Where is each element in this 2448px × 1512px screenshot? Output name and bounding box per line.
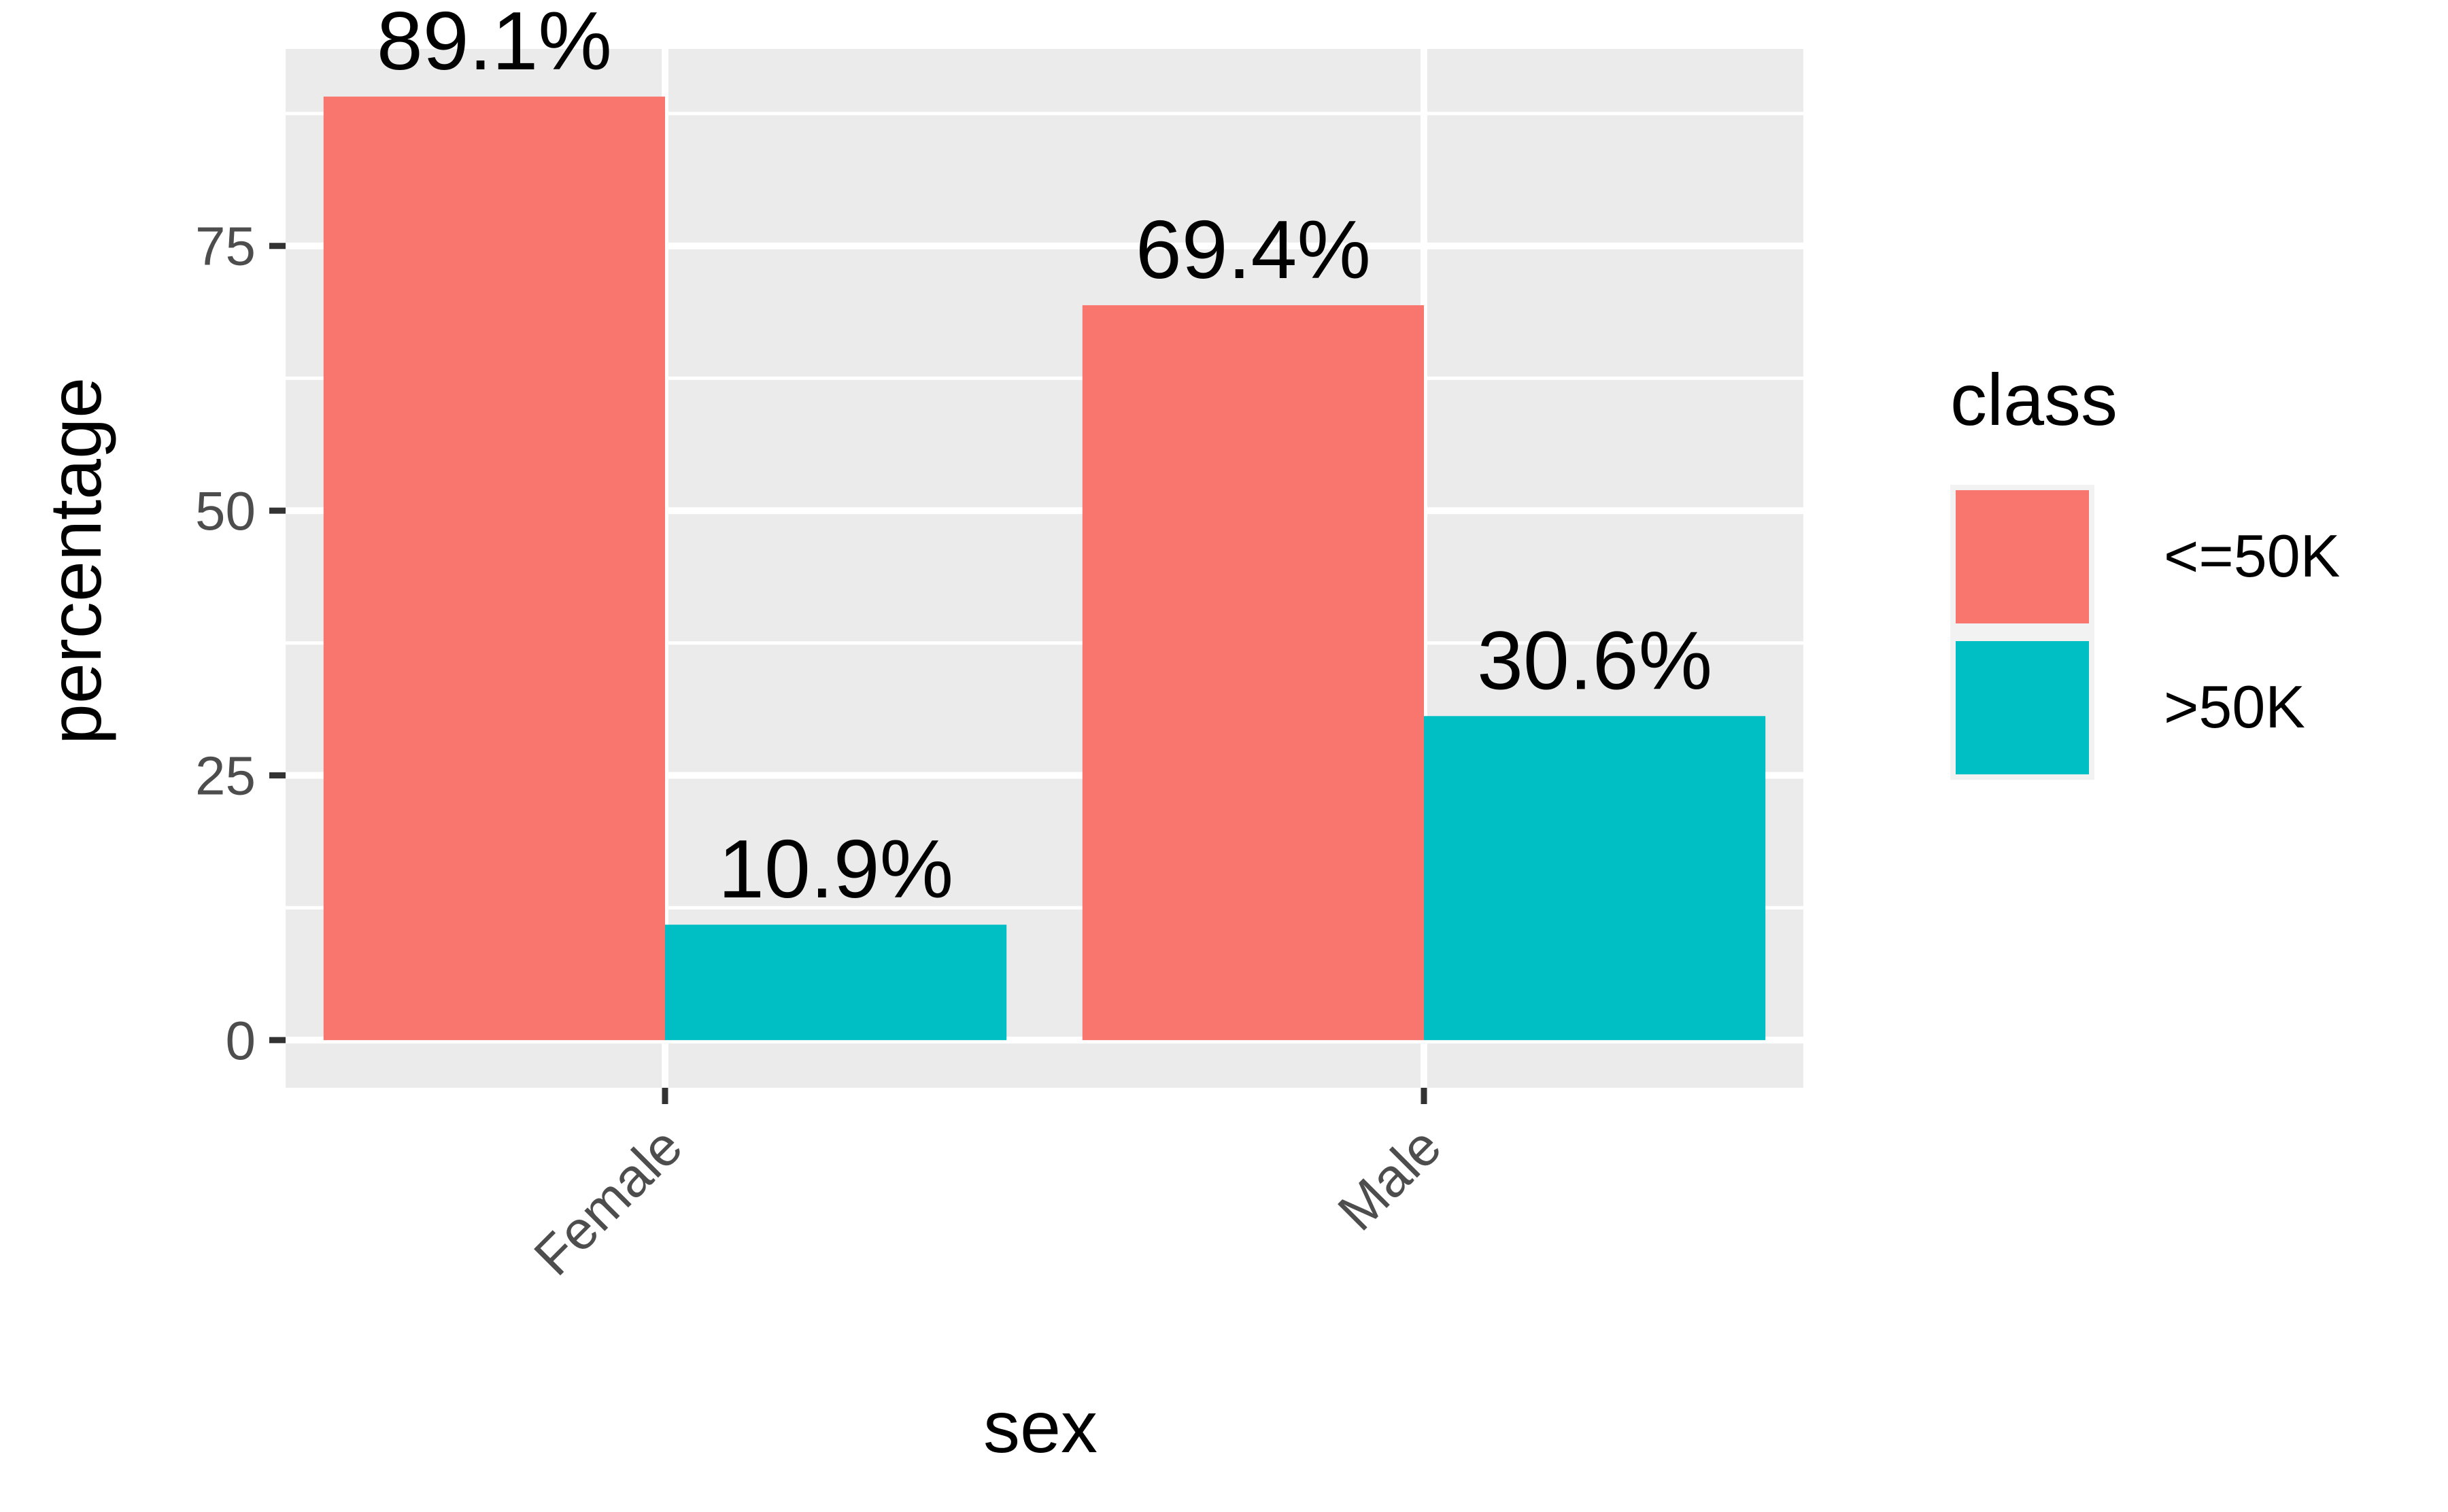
bar-female-series-2 [665, 925, 1007, 1040]
x-tick-label: Male [1326, 1116, 1452, 1242]
x-tick-label: Female [522, 1116, 694, 1287]
bar-label: 10.9% [718, 823, 953, 915]
bars [323, 97, 1766, 1040]
legend-key-le50k [1956, 490, 2089, 623]
bar-labels: 89.1% 69.4% 10.9% 30.6% [377, 0, 1712, 915]
legend: class <=50K >50K [1950, 358, 2340, 780]
bar-male-series-1 [1082, 305, 1424, 1040]
y-tick-label: 75 [195, 216, 256, 277]
y-axis-title: percentage [34, 377, 116, 744]
legend-key-gt50k [1956, 641, 2089, 774]
x-axis-title: sex [983, 1386, 1098, 1468]
y-tick-label: 25 [195, 746, 256, 806]
y-tick-label: 0 [226, 1010, 256, 1071]
bar-male-series-2 [1424, 716, 1766, 1040]
bar-label: 30.6% [1477, 614, 1712, 706]
bar-label: 89.1% [377, 0, 612, 87]
legend-label-gt50k: >50K [2164, 673, 2305, 740]
bar-female-series-1 [323, 97, 665, 1040]
legend-title: class [1950, 358, 2118, 441]
legend-label-le50k: <=50K [2164, 522, 2340, 589]
bar-label: 69.4% [1136, 203, 1371, 296]
y-tick-label: 50 [195, 481, 256, 541]
